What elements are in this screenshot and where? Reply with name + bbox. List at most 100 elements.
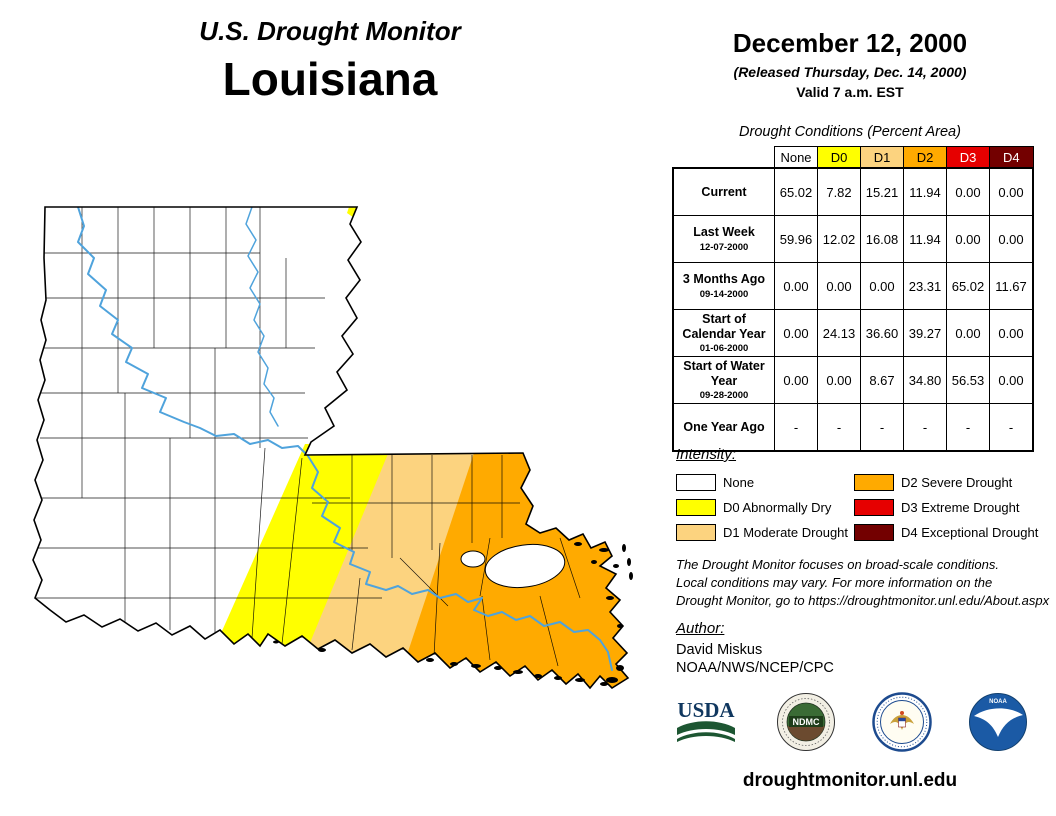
col-header-d3: D3 bbox=[946, 146, 990, 169]
value-cell: 8.67 bbox=[860, 356, 904, 404]
usda-logo: USDA bbox=[677, 698, 735, 742]
author-org: NOAA/NWS/NCEP/CPC bbox=[676, 660, 834, 676]
value-cell: 23.31 bbox=[903, 262, 947, 310]
value-cell: - bbox=[989, 403, 1034, 452]
map-date: December 12, 2000 bbox=[732, 28, 968, 58]
intensity-heading: Intensity: bbox=[676, 446, 737, 463]
row-label: Start of Calendar Year bbox=[682, 312, 766, 341]
table-row-3-months-ago: 3 Months Ago 09-14-2000 0.00 0.00 0.00 2… bbox=[672, 262, 1034, 310]
ndmc-logo: NDMC bbox=[777, 693, 835, 751]
legend-item-d4: D4 Exceptional Drought bbox=[854, 524, 1038, 541]
row-date: 12-07-2000 bbox=[699, 241, 749, 253]
col-header-none: None bbox=[774, 146, 818, 169]
legend-swatch-d4 bbox=[854, 524, 894, 541]
author-name: David Miskus bbox=[676, 642, 763, 658]
row-date: 09-14-2000 bbox=[699, 288, 749, 300]
value-cell: 56.53 bbox=[946, 356, 990, 404]
legend-item-none: None bbox=[676, 474, 854, 491]
col-header-d2: D2 bbox=[903, 146, 947, 169]
table-row-start-calendar-year: Start of Calendar Year 01-06-2000 0.00 2… bbox=[672, 309, 1034, 357]
svg-text:USDA: USDA bbox=[677, 698, 735, 722]
value-cell: 15.21 bbox=[860, 167, 904, 216]
disclaimer-line: Drought Monitor, go to https://droughtmo… bbox=[676, 592, 1050, 608]
row-label: Current bbox=[701, 184, 747, 199]
rivers bbox=[77, 207, 613, 671]
table-row-one-year-ago: One Year Ago - - - - - - bbox=[672, 403, 1034, 452]
legend-item-d2: D2 Severe Drought bbox=[854, 474, 1032, 491]
value-cell: - bbox=[860, 403, 904, 452]
legend-swatch-d2 bbox=[854, 474, 894, 491]
drought-conditions-table: None D0 D1 D2 D3 D4 Current 65.02 7.82 1… bbox=[672, 146, 1034, 452]
value-cell: - bbox=[774, 403, 818, 452]
lake-maurepas bbox=[460, 550, 486, 568]
louisiana-drought-map bbox=[32, 206, 633, 690]
value-cell: 7.82 bbox=[817, 167, 861, 216]
value-cell: 34.80 bbox=[903, 356, 947, 404]
value-cell: 0.00 bbox=[817, 262, 861, 310]
value-cell: 65.02 bbox=[946, 262, 990, 310]
value-cell: 59.96 bbox=[774, 215, 818, 263]
ouachita-river bbox=[245, 207, 279, 427]
value-cell: 0.00 bbox=[774, 262, 818, 310]
row-date: 01-06-2000 bbox=[699, 342, 749, 354]
commerce-seal-icon bbox=[872, 692, 932, 752]
legend-item-d1: D1 Moderate Drought bbox=[676, 524, 854, 541]
table-row-last-week: Last Week 12-07-2000 59.96 12.02 16.08 1… bbox=[672, 215, 1034, 263]
value-cell: 0.00 bbox=[989, 215, 1034, 263]
value-cell: - bbox=[817, 403, 861, 452]
value-cell: 0.00 bbox=[946, 215, 990, 263]
value-cell: 11.94 bbox=[903, 215, 947, 263]
disclaimer-line: Local conditions may vary. For more info… bbox=[676, 574, 993, 590]
value-cell: 0.00 bbox=[946, 309, 990, 357]
value-cell: 16.08 bbox=[860, 215, 904, 263]
value-cell: 11.67 bbox=[989, 262, 1034, 310]
release-date: (Released Thursday, Dec. 14, 2000) bbox=[733, 64, 967, 80]
state-outline bbox=[32, 206, 630, 690]
legend-swatch-d1 bbox=[676, 524, 716, 541]
state-title: Louisiana bbox=[222, 53, 438, 105]
table-row-current: Current 65.02 7.82 15.21 11.94 0.00 0.00 bbox=[672, 167, 1034, 216]
value-cell: 0.00 bbox=[817, 356, 861, 404]
row-label: Start of Water Year bbox=[683, 359, 765, 388]
value-cell: 0.00 bbox=[989, 167, 1034, 216]
col-header-d4: D4 bbox=[989, 146, 1034, 169]
table-caption: Drought Conditions (Percent Area) bbox=[739, 124, 961, 140]
value-cell: 0.00 bbox=[946, 167, 990, 216]
value-cell: 65.02 bbox=[774, 167, 818, 216]
footer-url: droughtmonitor.unl.edu bbox=[742, 770, 958, 791]
corner-cell bbox=[673, 146, 775, 168]
value-cell: 0.00 bbox=[774, 356, 818, 404]
row-date: 09-28-2000 bbox=[699, 389, 749, 401]
value-cell: - bbox=[903, 403, 947, 452]
intensity-legend: None D0 Abnormally Dry D1 Moderate Droug… bbox=[676, 470, 1038, 545]
logo-row: USDA NDMC NOAA bbox=[672, 692, 1028, 752]
legend-swatch-d0 bbox=[676, 499, 716, 516]
legend-item-d0: D0 Abnormally Dry bbox=[676, 499, 854, 516]
row-label: 3 Months Ago bbox=[682, 272, 766, 287]
parish-boundaries bbox=[33, 207, 581, 667]
valid-time: Valid 7 a.m. EST bbox=[796, 84, 904, 100]
row-label: Last Week bbox=[693, 225, 755, 240]
value-cell: 24.13 bbox=[817, 309, 861, 357]
disclaimer-text: The Drought Monitor focuses on broad-sca… bbox=[676, 556, 1054, 610]
value-cell: 0.00 bbox=[989, 309, 1034, 357]
noaa-logo: NOAA bbox=[969, 693, 1027, 751]
author-heading: Author: bbox=[676, 620, 725, 637]
table-row-start-water-year: Start of Water Year 09-28-2000 0.00 0.00… bbox=[672, 356, 1034, 404]
value-cell: - bbox=[946, 403, 990, 452]
lake-pontchartrain bbox=[484, 543, 566, 589]
svg-text:NDMC: NDMC bbox=[793, 717, 820, 727]
row-label: One Year Ago bbox=[683, 419, 765, 434]
table-header-row: None D0 D1 D2 D3 D4 bbox=[673, 146, 1034, 169]
value-cell: 11.94 bbox=[903, 167, 947, 216]
value-cell: 12.02 bbox=[817, 215, 861, 263]
page-title: U.S. Drought Monitor bbox=[199, 16, 461, 46]
value-cell: 0.00 bbox=[774, 309, 818, 357]
mississippi-river bbox=[307, 455, 613, 671]
col-header-d1: D1 bbox=[860, 146, 904, 169]
value-cell: 36.60 bbox=[860, 309, 904, 357]
legend-swatch-d3 bbox=[854, 499, 894, 516]
value-cell: 0.00 bbox=[860, 262, 904, 310]
red-river bbox=[77, 207, 307, 455]
